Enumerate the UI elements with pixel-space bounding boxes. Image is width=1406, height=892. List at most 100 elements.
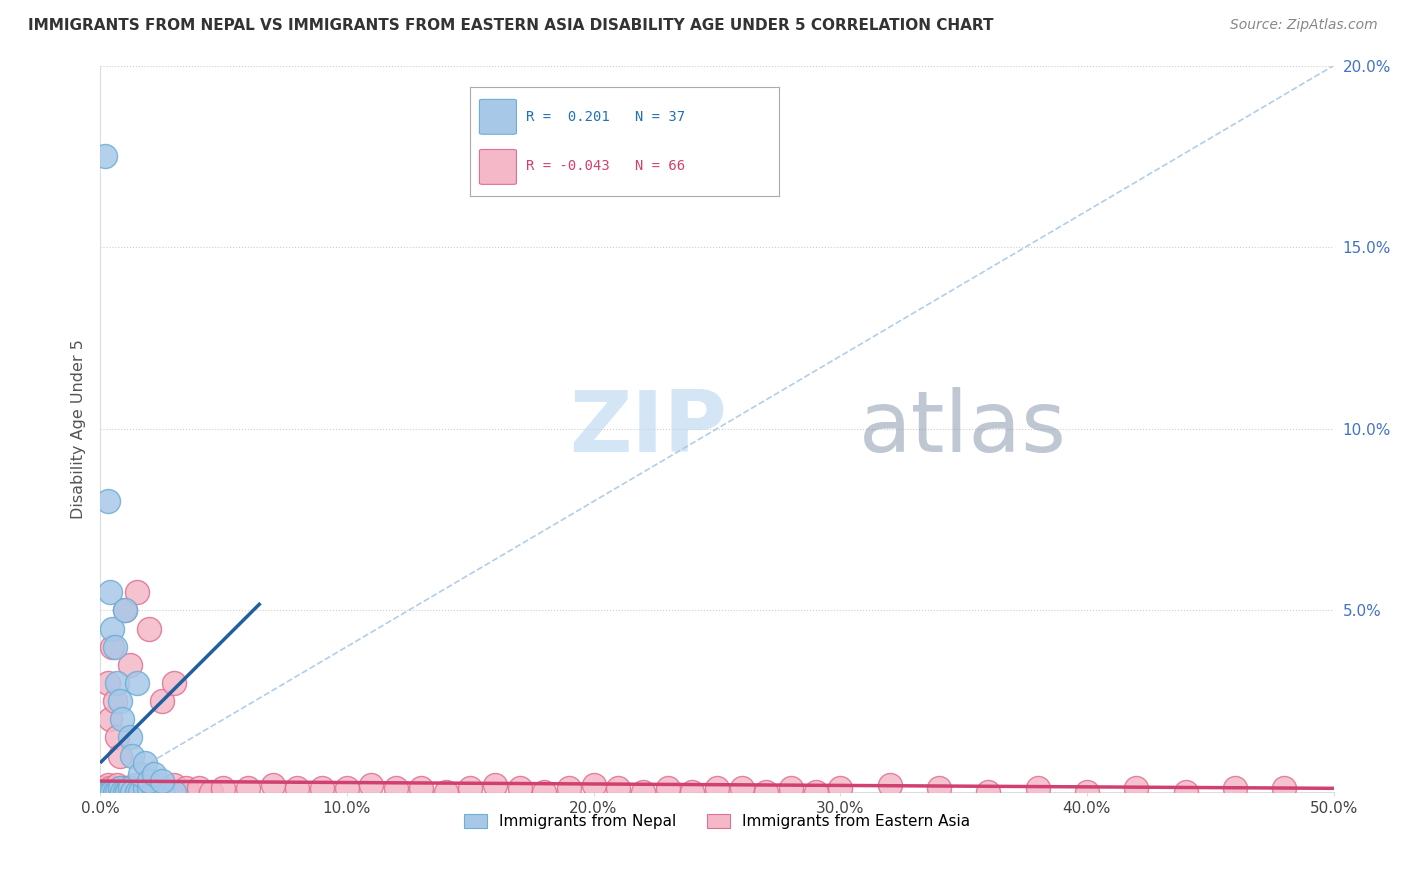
Point [105,785,128,799]
Point [127,676,149,690]
Point [134,781,156,796]
Point [118,657,141,672]
Point [121,785,143,799]
Point [1223,781,1246,796]
Point [134,781,156,796]
Point [163,778,186,792]
Point [607,781,630,796]
Point [558,781,581,796]
Point [114,603,136,617]
Point [657,781,679,796]
Point [118,731,141,745]
Point [879,778,901,792]
Point [118,781,141,796]
Point [582,778,605,792]
Point [336,781,359,796]
Point [127,585,149,599]
Point [98,712,121,726]
Point [118,781,141,796]
Point [533,785,555,799]
Point [114,781,136,796]
Point [94,149,117,163]
Point [128,766,150,780]
Point [127,785,149,799]
Point [104,694,127,708]
Y-axis label: Disability Age Under 5: Disability Age Under 5 [72,339,86,519]
Text: ZIP: ZIP [569,387,727,470]
Point [143,766,166,780]
Point [311,781,333,796]
Point [434,785,457,799]
Point [138,781,160,796]
Point [928,781,950,796]
Text: atlas: atlas [859,387,1067,470]
Point [150,781,173,796]
Point [1076,785,1098,799]
Point [105,676,128,690]
Point [150,694,173,708]
Point [101,785,124,799]
Point [706,781,728,796]
Point [96,785,118,799]
Point [163,676,186,690]
Point [94,785,117,799]
Point [117,785,139,799]
Point [631,785,654,799]
Point [134,756,156,770]
Point [1125,781,1147,796]
Point [681,785,703,799]
Point [128,785,150,799]
Point [101,640,124,654]
Point [105,778,128,792]
Point [385,781,408,796]
Point [111,712,134,726]
Point [111,785,134,799]
Point [114,603,136,617]
Point [108,781,131,796]
Point [91,781,114,796]
Legend: Immigrants from Nepal, Immigrants from Eastern Asia: Immigrants from Nepal, Immigrants from E… [457,808,976,835]
Point [108,781,131,796]
Text: Source: ZipAtlas.com: Source: ZipAtlas.com [1230,18,1378,32]
Point [94,781,117,796]
Point [262,778,284,792]
Point [108,694,131,708]
Point [98,585,121,599]
Point [200,785,222,799]
Text: IMMIGRANTS FROM NEPAL VS IMMIGRANTS FROM EASTERN ASIA DISABILITY AGE UNDER 5 COR: IMMIGRANTS FROM NEPAL VS IMMIGRANTS FROM… [28,18,994,33]
Point [176,781,198,796]
Point [150,785,173,799]
Point [105,731,128,745]
Point [730,781,752,796]
Point [1026,781,1049,796]
Point [98,781,121,796]
Point [104,640,127,654]
Point [111,785,134,799]
Point [104,781,127,796]
Point [121,748,143,763]
Point [779,781,801,796]
Point [138,622,160,636]
Point [108,748,131,763]
Point [977,785,1000,799]
Point [212,781,235,796]
Point [127,778,149,792]
Point [484,778,506,792]
Point [1174,785,1197,799]
Point [287,781,309,796]
Point [804,785,827,799]
Point [150,774,173,789]
Point [830,781,852,796]
Point [98,785,121,799]
Point [143,785,166,799]
Point [96,676,118,690]
Point [163,785,186,799]
Point [236,781,259,796]
Point [1272,781,1295,796]
Point [409,781,432,796]
Point [104,785,127,799]
Point [96,494,118,508]
Point [114,785,136,799]
Point [138,781,160,796]
Point [101,622,124,636]
